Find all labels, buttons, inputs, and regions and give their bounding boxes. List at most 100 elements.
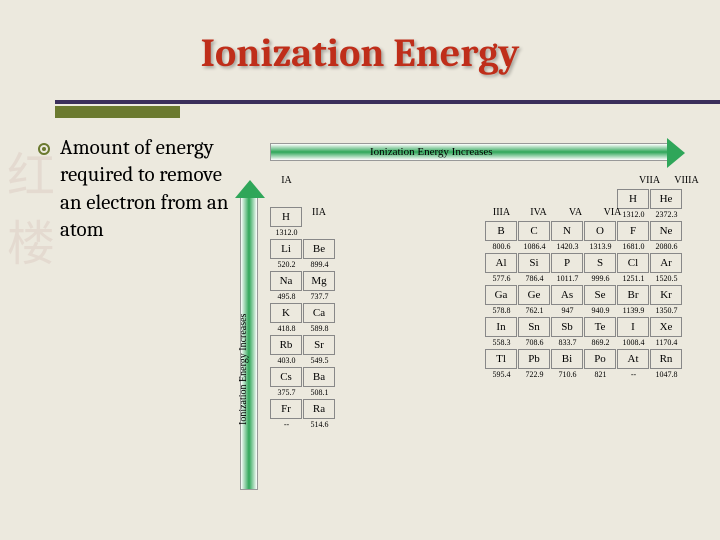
element-ie: 2080.6 [650, 241, 683, 253]
element-cell: Cl1251.1 [617, 253, 650, 285]
element-symbol: S [584, 253, 616, 273]
element-symbol: Rn [650, 349, 682, 369]
element-ie: 2372.3 [650, 209, 683, 221]
element-symbol: Ra [303, 399, 335, 419]
element-symbol: Xe [650, 317, 682, 337]
element-symbol: Be [303, 239, 335, 259]
element-symbol: Sn [518, 317, 550, 337]
element-ie: 508.1 [303, 387, 336, 399]
element-symbol: P [551, 253, 583, 273]
element-cell: Si786.4 [518, 253, 551, 285]
element-symbol: Cs [270, 367, 302, 387]
periodic-figure: Ionization Energy Increases Ionization E… [240, 135, 720, 505]
element-symbol: Fr [270, 399, 302, 419]
element-ie: 708.6 [518, 337, 551, 349]
element-symbol: Rb [270, 335, 302, 355]
title-divider [0, 100, 720, 118]
element-ie: 549.5 [303, 355, 336, 367]
element-symbol: Cl [617, 253, 649, 273]
element-cell: Br1139.9 [617, 285, 650, 317]
element-ie: 821 [584, 369, 617, 381]
element-cell: Ba508.1 [303, 367, 336, 399]
element-cell: Ne2080.6 [650, 221, 683, 253]
element-ie: 999.6 [584, 273, 617, 285]
element-ie: 1251.1 [617, 273, 650, 285]
element-symbol: Pb [518, 349, 550, 369]
element-ie: 1420.3 [551, 241, 584, 253]
element-symbol: H [270, 207, 302, 227]
element-cell: N1420.3 [551, 221, 584, 253]
page-title: Ionization Energy [0, 0, 720, 76]
element-cell: S999.6 [584, 253, 617, 285]
element-ie: 589.8 [303, 323, 336, 335]
element-symbol: As [551, 285, 583, 305]
element-symbol: Ne [650, 221, 682, 241]
element-cell: Ge762.1 [518, 285, 551, 317]
element-ie: 947 [551, 305, 584, 317]
element-ie: 737.7 [303, 291, 336, 303]
element-cell: Bi710.6 [551, 349, 584, 381]
element-ie: 1313.9 [584, 241, 617, 253]
element-ie: 722.9 [518, 369, 551, 381]
group-label: IIIA [485, 207, 518, 221]
element-ie: 786.4 [518, 273, 551, 285]
group-label: VA [559, 207, 592, 221]
element-cell: H1312.0 [270, 207, 303, 239]
element-symbol: Bi [551, 349, 583, 369]
element-ie: 800.6 [485, 241, 518, 253]
element-cell: Te869.2 [584, 317, 617, 349]
group-label: VIIIA [670, 175, 703, 189]
element-symbol: Sb [551, 317, 583, 337]
element-ie: 403.0 [270, 355, 303, 367]
element-ie: 1139.9 [617, 305, 650, 317]
element-cell: Ra514.6 [303, 399, 336, 431]
group-label: IA [270, 175, 303, 189]
element-symbol: H [617, 189, 649, 209]
element-ie: -- [617, 369, 650, 381]
element-cell: Li520.2 [270, 239, 303, 271]
element-ie: 1170.4 [650, 337, 683, 349]
element-cell: Fr-- [270, 399, 303, 431]
element-ie: 495.8 [270, 291, 303, 303]
element-symbol: K [270, 303, 302, 323]
group-label: VIIA [633, 175, 666, 189]
element-ie: 558.3 [485, 337, 518, 349]
element-cell: He2372.3 [650, 189, 683, 221]
element-cell: Na495.8 [270, 271, 303, 303]
element-ie: 595.4 [485, 369, 518, 381]
element-ie: 1312.0 [270, 227, 303, 239]
element-symbol: Si [518, 253, 550, 273]
group-label-row: IIIA IVA VA VIA [485, 207, 629, 225]
element-cell: Ar1520.5 [650, 253, 683, 285]
element-cell: Mg737.7 [303, 271, 336, 303]
element-symbol: Ar [650, 253, 682, 273]
right-block: VIIA VIIIA H1312.0He2372.3B800.6C1086.4N… [485, 175, 703, 381]
element-symbol: At [617, 349, 649, 369]
group-label: VIA [596, 207, 629, 221]
element-cell: Cs375.7 [270, 367, 303, 399]
group-label: IIA [303, 207, 335, 221]
element-symbol: Li [270, 239, 302, 259]
element-symbol: Se [584, 285, 616, 305]
definition-text: Amount of energy required to remove an e… [60, 135, 230, 244]
element-ie: 520.2 [270, 259, 303, 271]
element-cell: O1313.9 [584, 221, 617, 253]
element-cell: At-- [617, 349, 650, 381]
definition-block: Amount of energy required to remove an e… [0, 135, 240, 505]
element-symbol: Po [584, 349, 616, 369]
element-cell: Po821 [584, 349, 617, 381]
element-cell: Ga578.8 [485, 285, 518, 317]
bullet-icon [38, 143, 50, 155]
element-ie: 899.4 [303, 259, 336, 271]
element-ie: 1350.7 [650, 305, 683, 317]
element-symbol: Br [617, 285, 649, 305]
element-symbol: In [485, 317, 517, 337]
element-ie: 762.1 [518, 305, 551, 317]
element-ie: 1086.4 [518, 241, 551, 253]
element-cell: Ca589.8 [303, 303, 336, 335]
element-symbol: Sr [303, 335, 335, 355]
arrow-vertical-label: Ionization Energy Increases [238, 225, 249, 425]
element-cell: Be899.4 [303, 239, 336, 271]
element-symbol: Na [270, 271, 302, 291]
element-cell: Kr1350.7 [650, 285, 683, 317]
